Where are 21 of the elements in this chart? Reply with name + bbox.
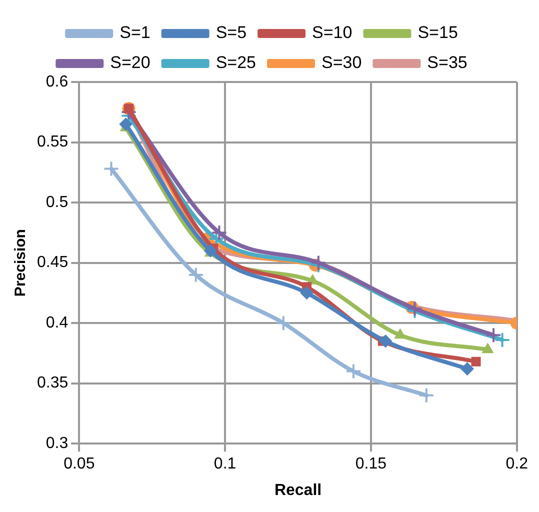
x-axis-title: Recall (274, 482, 322, 499)
y-tick-label: 0.5 (46, 194, 68, 211)
legend-label: S=10 (312, 23, 352, 42)
legend-label: S=1 (120, 23, 150, 42)
y-tick-label: 0.35 (37, 374, 68, 392)
legend-label: S=20 (110, 53, 150, 72)
y-tick-label: 0.45 (37, 254, 68, 272)
y-tick-label: 0.55 (37, 134, 68, 151)
x-tick-label: 0.2 (506, 456, 528, 473)
legend-label: S=25 (216, 53, 256, 72)
legend-label: S=5 (216, 23, 247, 42)
x-tick-label: 0.15 (355, 456, 387, 473)
y-tick-label: 0.6 (46, 73, 68, 90)
y-tick-label: 0.4 (46, 314, 68, 332)
legend-label: S=15 (418, 23, 458, 42)
legend-label: S=30 (322, 53, 362, 72)
x-tick-label: 0.1 (214, 456, 236, 473)
x-tick-label: 0.05 (64, 456, 95, 473)
y-axis-title: Precision (12, 229, 30, 297)
legend-label: S=35 (427, 53, 468, 72)
y-tick-label: 0.3 (46, 435, 68, 452)
